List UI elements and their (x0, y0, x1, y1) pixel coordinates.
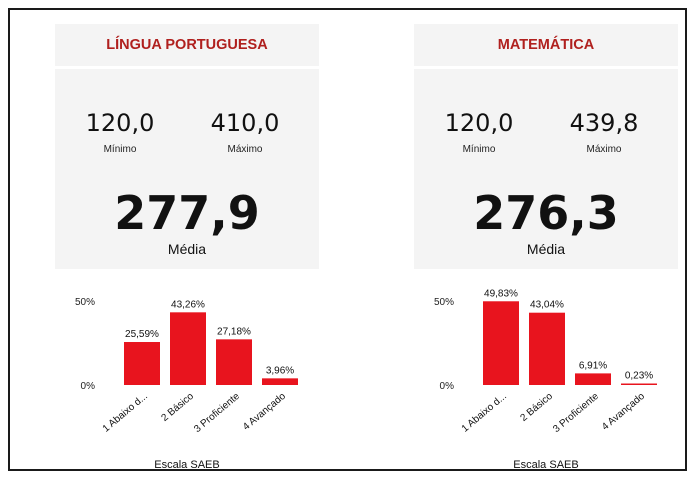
minimum-value: 120,0 (444, 109, 514, 137)
maximum-label: Máximo (227, 144, 263, 155)
bar (170, 312, 206, 385)
x-tick-label: 1 Abaixo d... (460, 391, 509, 435)
y-tick-label: 0% (440, 381, 455, 392)
maximum-stat: 439,8 Máximo (549, 109, 659, 155)
bar (216, 339, 252, 385)
x-axis-title: Escala SAEB (154, 459, 220, 471)
bar-chart-portuguese: 0% 50% 25,59% 1 Abaixo d... 43,26% 2 Básico 27… (55, 279, 319, 457)
maximum-value: 410,0 (210, 109, 280, 137)
maximum-stat: 410,0 Máximo (190, 109, 300, 155)
bar-chart-svg: 0% 50% 49,83% 1 Abaixo d... 43,04% 2 Básico 6,… (434, 288, 657, 435)
x-tick-label: 2 Básico (159, 391, 196, 424)
bar-chart-mathematics: 0% 50% 49,83% 1 Abaixo d... 43,04% 2 Básico 6,… (414, 279, 678, 457)
panel-title: MATEMÁTICA (497, 37, 595, 53)
maximum-label: Máximo (586, 144, 622, 155)
bar (621, 383, 657, 385)
bar (483, 301, 519, 385)
y-tick-label: 50% (75, 297, 95, 308)
panel-title-box: MATEMÁTICA (414, 24, 678, 66)
y-tick-label: 50% (434, 297, 454, 308)
average-stat: 277,9 Média (55, 187, 319, 257)
minimum-label: Mínimo (462, 144, 496, 155)
bar (575, 373, 611, 385)
data-label: 49,83% (484, 288, 518, 299)
minimum-stat: 120,0 Mínimo (65, 109, 175, 155)
data-label: 27,18% (217, 326, 251, 337)
data-label: 43,26% (171, 299, 205, 310)
minimum-stat: 120,0 Mínimo (424, 109, 534, 155)
average-label: Média (167, 241, 207, 257)
minimum-value: 120,0 (85, 109, 155, 137)
figure-frame: LÍNGUA PORTUGUESA 120,0 Mínimo 410,0 Máx… (8, 8, 687, 471)
bar-chart-svg: 0% 50% 25,59% 1 Abaixo d... 43,26% 2 Básico 27… (75, 297, 298, 435)
panel-mathematics: MATEMÁTICA 120,0 Mínimo 439,8 Máximo 276… (414, 24, 678, 471)
average-value: 276,3 (473, 186, 619, 240)
y-tick-label: 0% (81, 381, 96, 392)
bar (124, 342, 160, 385)
x-tick-label: 3 Proficiente (551, 391, 601, 435)
bar (262, 378, 298, 385)
average-stat: 276,3 Média (414, 187, 678, 257)
maximum-value: 439,8 (569, 109, 639, 137)
bar (529, 312, 565, 385)
data-label: 25,59% (125, 329, 159, 340)
x-tick-label: 4 Avançado (600, 391, 647, 433)
x-tick-label: 3 Proficiente (192, 391, 242, 435)
stats-card: 120,0 Mínimo 439,8 Máximo 276,3 Média (414, 69, 678, 269)
average-value: 277,9 (114, 186, 260, 240)
x-tick-label: 1 Abaixo d... (101, 391, 150, 435)
data-label: 6,91% (579, 360, 607, 371)
x-axis-title: Escala SAEB (513, 459, 579, 471)
x-tick-label: 4 Avançado (241, 391, 288, 433)
stats-card: 120,0 Mínimo 410,0 Máximo 277,9 Média (55, 69, 319, 269)
data-label: 43,04% (530, 300, 564, 311)
minimum-label: Mínimo (103, 144, 137, 155)
data-label: 3,96% (266, 365, 294, 376)
panel-portuguese: LÍNGUA PORTUGUESA 120,0 Mínimo 410,0 Máx… (55, 24, 319, 471)
panel-title: LÍNGUA PORTUGUESA (106, 37, 268, 53)
x-tick-label: 2 Básico (518, 391, 555, 424)
panel-title-box: LÍNGUA PORTUGUESA (55, 24, 319, 66)
data-label: 0,23% (625, 371, 653, 382)
average-label: Média (526, 241, 566, 257)
